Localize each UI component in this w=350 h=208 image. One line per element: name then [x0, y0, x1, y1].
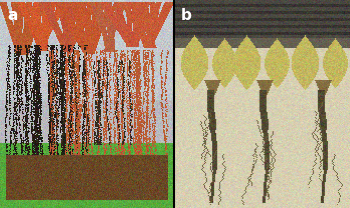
Text: b: b [181, 8, 192, 23]
Text: a: a [7, 8, 18, 23]
